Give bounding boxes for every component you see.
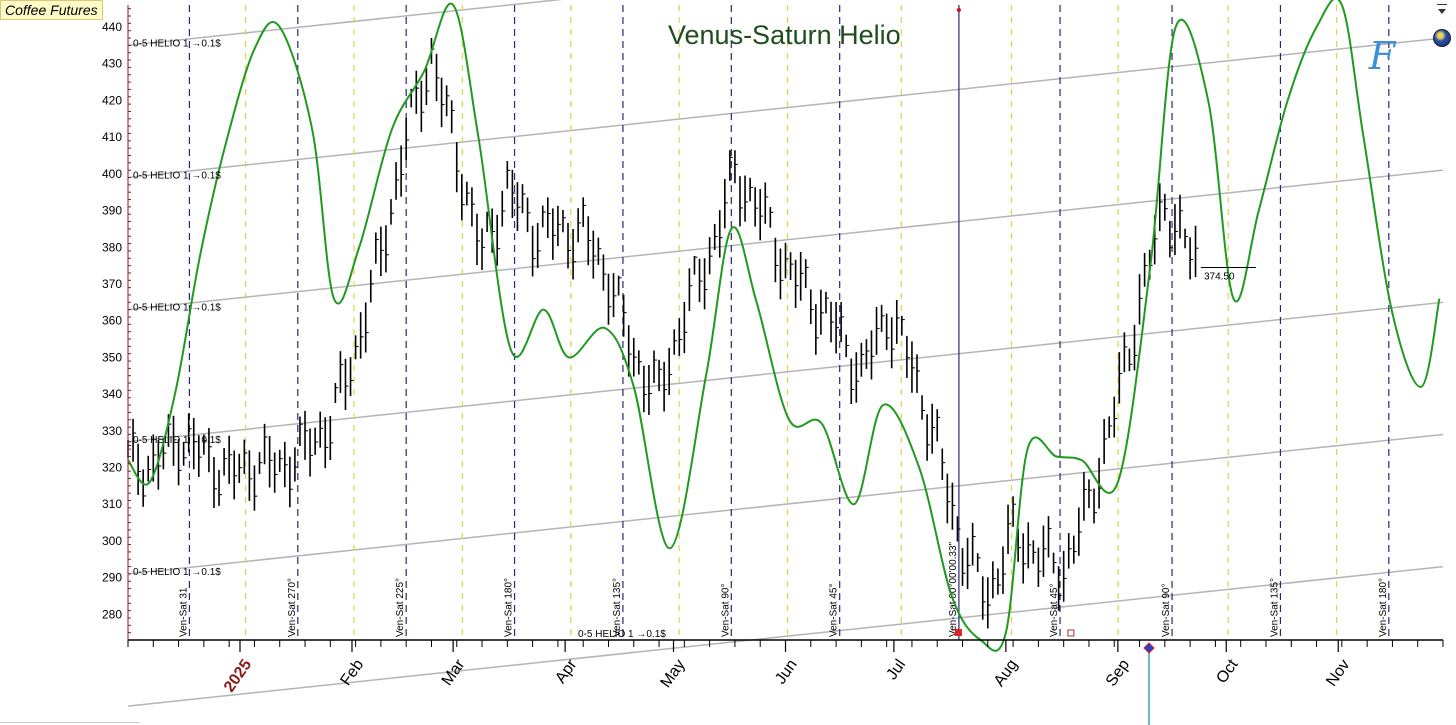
grid-line-label: 0-5 HELIO 1 →0.1$ [133, 435, 221, 446]
y-tick-label: 360 [102, 314, 122, 328]
cursor-diamond [1143, 642, 1155, 654]
divider [0, 722, 140, 723]
conjunction-marker [954, 629, 962, 636]
aspect-label: Ven-Sat 225° [395, 578, 406, 637]
top-marker [956, 8, 961, 12]
y-tick-label: 400 [102, 167, 122, 181]
y-tick-label: 440 [102, 20, 122, 34]
x-month-label: Mar [439, 656, 469, 689]
y-tick-label: 370 [102, 277, 122, 291]
grid-line-label: 0-5 HELIO 1 →0.1$ [133, 567, 221, 578]
globe-icon[interactable] [1433, 29, 1451, 47]
helio-grid-line [127, 565, 1444, 707]
aspect-label: Ven-Sat 180° [504, 578, 515, 637]
y-tick-label: 340 [102, 387, 122, 401]
chevron-down-icon[interactable] [1436, 4, 1448, 18]
helio-grid-lines [127, 0, 1444, 707]
y-tick-label: 280 [102, 607, 122, 621]
x-month-label: May [658, 657, 689, 692]
y-tick-label: 430 [102, 57, 122, 71]
y-tick-label: 410 [102, 130, 122, 144]
aspect-label: Ven-Sat 00°00'00.33" [948, 541, 959, 637]
x-month-label: Oct [1213, 656, 1242, 687]
aspect-label: Ven-Sat 135° [1269, 578, 1280, 637]
grid-labels: 0-5 HELIO 1 →0.1$ 0-5 HELIO 1 →0.1$ 0-5 HE… [133, 38, 666, 640]
aspect-marker [1067, 629, 1075, 637]
aspect-label: Ven-Sat 270° [287, 578, 298, 637]
aspect-label: Ven-Sat 31 [178, 587, 189, 637]
aspect-label: Ven-Sat 45° [829, 584, 840, 637]
helio-grid-line [127, 433, 1444, 575]
y-tick-label: 350 [102, 350, 122, 364]
cycle-series-line [127, 0, 1441, 652]
last-price-label: 374.50 [1204, 271, 1235, 282]
aspect-label: Ven-Sat 180° [1378, 578, 1389, 637]
x-month-label: Sep [1103, 656, 1133, 689]
aspect-label: Ven-Sat 135° [612, 578, 623, 637]
y-tick-label: 310 [102, 497, 122, 511]
helio-grid-line [127, 301, 1444, 443]
x-month-label: Nov [1323, 657, 1353, 690]
grid-line-label: 0-5 HELIO 1 →0.1$ [578, 629, 666, 640]
y-tick-label: 320 [102, 460, 122, 474]
x-month-label: 2025 [221, 656, 255, 695]
x-month-label: Jul [883, 657, 909, 684]
y-tick-label: 420 [102, 93, 122, 107]
y-tick-label: 330 [102, 424, 122, 438]
chart-title: Venus-Saturn Helio [668, 20, 901, 50]
instrument-label: Coffee Futures [0, 0, 103, 20]
aspect-label: Ven-Sat 90° [1161, 584, 1172, 637]
markers: 374.50 [954, 8, 1256, 725]
helio-grid-line [127, 37, 1444, 179]
brand-logo-icon: F [1368, 34, 1396, 78]
grid-line-label: 0-5 HELIO 1 →0.1$ [133, 38, 221, 49]
grid-line-label: 0-5 HELIO 1 →0.1$ [133, 171, 221, 182]
y-tick-label: 380 [102, 240, 122, 254]
x-month-label: Jun [772, 657, 801, 688]
aspect-label: Ven-Sat 90° [720, 584, 731, 637]
helio-grid-line [127, 0, 563, 47]
grid-line-label: 0-5 HELIO 1 →0.1$ [133, 303, 221, 314]
y-tick-label: 300 [102, 534, 122, 548]
y-tick-label: 390 [102, 204, 122, 218]
aspect-label: Ven-Sat 45° [1049, 584, 1060, 637]
cycle-line [127, 0, 1441, 652]
y-tick-label: 290 [102, 571, 122, 585]
x-month-label: Aug [991, 657, 1021, 690]
